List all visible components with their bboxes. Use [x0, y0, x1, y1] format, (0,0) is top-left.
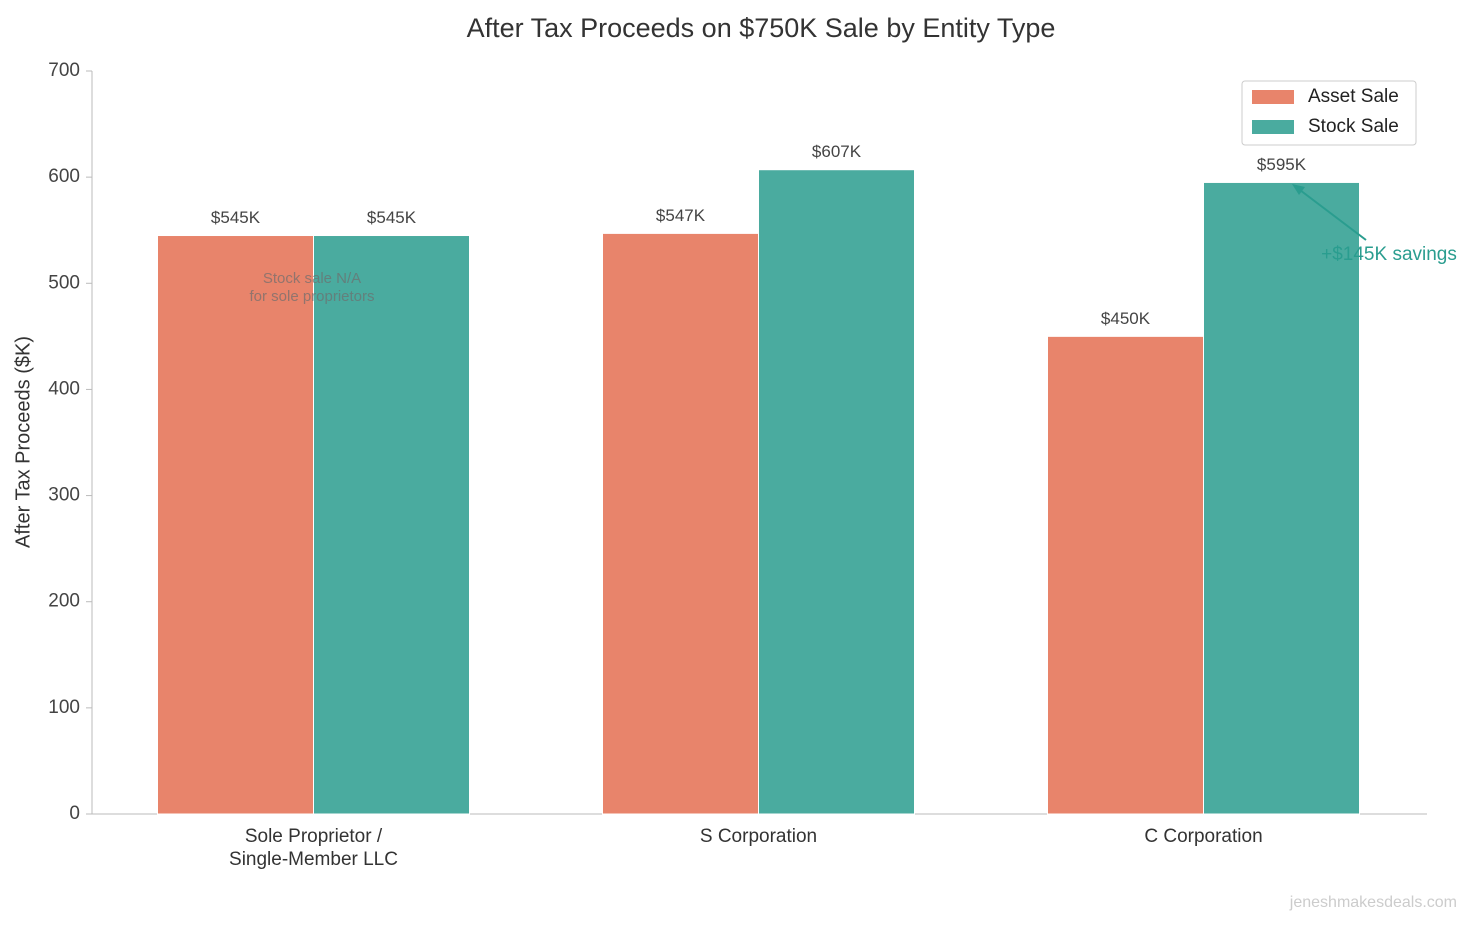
value-label: $607K	[812, 142, 862, 161]
chart-title: After Tax Proceeds on $750K Sale by Enti…	[467, 13, 1056, 43]
annotation: +$145K savings	[1321, 244, 1457, 265]
bar	[157, 235, 314, 815]
legend-label: Stock Sale	[1308, 116, 1399, 137]
legend-swatch	[1252, 120, 1294, 134]
y-tick-label: 200	[48, 591, 80, 612]
annotation-arrow	[1295, 186, 1367, 241]
value-label: $595K	[1257, 155, 1307, 174]
value-label: $450K	[1101, 309, 1151, 328]
bar	[1203, 181, 1360, 815]
bar	[1047, 335, 1204, 815]
x-tick-label: Sole Proprietor / Single-Member LLC	[229, 826, 398, 870]
bar	[313, 235, 470, 815]
bar	[602, 232, 759, 815]
watermark: jeneshmakesdeals.com	[1289, 894, 1457, 911]
value-label: $545K	[367, 208, 417, 227]
y-tick-label: 300	[48, 485, 80, 506]
legend-label: Asset Sale	[1308, 86, 1399, 107]
y-tick-label: 500	[48, 272, 80, 293]
annotation-arrowhead	[1292, 184, 1305, 195]
y-tick-label: 0	[69, 803, 80, 824]
x-tick-label: C Corporation	[1144, 826, 1263, 847]
legend-swatch	[1252, 90, 1294, 104]
y-axis-label: After Tax Proceeds ($K)	[12, 336, 34, 548]
y-tick-label: 400	[48, 378, 80, 399]
y-tick-label: 700	[48, 60, 80, 81]
y-tick-label: 100	[48, 697, 80, 718]
bar	[758, 169, 915, 815]
y-tick-label: 600	[48, 166, 80, 187]
annotation: Stock sale N/A for sole proprietors	[249, 270, 375, 305]
value-label: $547K	[656, 206, 706, 225]
value-label: $545K	[211, 208, 261, 227]
x-tick-label: S Corporation	[699, 826, 818, 847]
